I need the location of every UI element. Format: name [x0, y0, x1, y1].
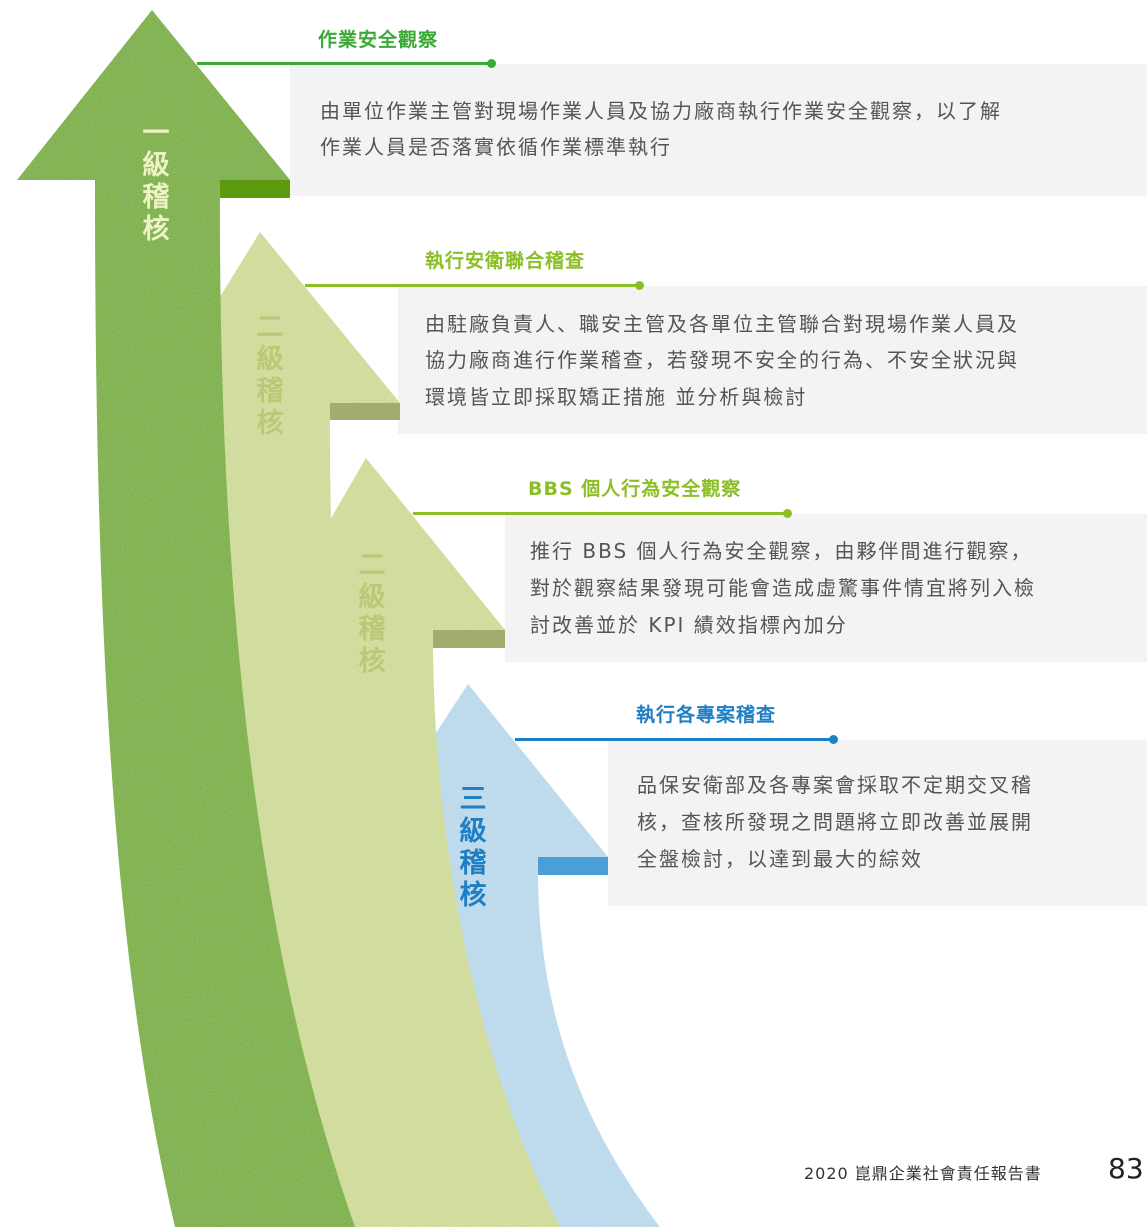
level-1-title: 作業安全觀察 — [318, 29, 439, 51]
level-3-line-1: 推行 BBS 個人行為安全觀察，由夥伴間進行觀察， — [530, 539, 1033, 563]
level-2-rule — [305, 284, 638, 287]
level-4-label: 三 級 稽 核 — [459, 784, 487, 911]
report-footer: 2020 崑鼎企業社會責任報告書 — [804, 1164, 1042, 1183]
level-2-line-2: 協力廠商進行作業稽查，若發現不安全的行為、不安全狀況與 — [425, 348, 1019, 372]
level-4-rule-dot — [829, 735, 838, 744]
level-2-title: 執行安衛聯合稽查 — [425, 250, 586, 272]
level-4-title: 執行各專案稽查 — [636, 704, 777, 726]
level-1-line-2: 作業人員是否落實依循作業標準執行 — [320, 135, 672, 159]
panel-level-1 — [290, 64, 1147, 196]
level-2-rule-dot — [635, 281, 644, 290]
level-3-line-3: 討改善並於 KPI 績效指標內加分 — [530, 613, 848, 637]
level-4-line-3: 全盤檢討，以達到最大的綜效 — [637, 847, 923, 871]
level-3-title: BBS 個人行為安全觀察 — [528, 478, 742, 500]
level-4-line-2: 核，查核所發現之問題將立即改善並展開 — [637, 810, 1033, 834]
level-1-rule-dot — [487, 59, 496, 68]
arrow-level-3 — [330, 458, 560, 1227]
level-1-label: 一 級 稽 核 — [142, 118, 170, 245]
page-number: 83 — [1108, 1152, 1144, 1185]
level-3-label: 二 級 稽 核 — [358, 550, 386, 677]
arrow-level-4 — [430, 684, 660, 1227]
panel-level-3 — [505, 514, 1147, 662]
level-4-rule — [515, 738, 832, 741]
level-3-line-2: 對於觀察結果發現可能會造成虛驚事件情宜將列入檢 — [530, 576, 1036, 600]
arrow-level-1 — [17, 10, 355, 1227]
level-3-rule-dot — [783, 509, 792, 518]
level-4-line-1: 品保安衛部及各專案會採取不定期交叉稽 — [637, 773, 1033, 797]
level-2-label: 二 級 稽 核 — [256, 312, 284, 439]
level-2-line-3: 環境皆立即採取矯正措施 並分析與檢討 — [425, 385, 808, 409]
level-3-rule — [413, 512, 786, 515]
level-2-line-1: 由駐廠負責人、職安主管及各單位主管聯合對現場作業人員及 — [425, 312, 1019, 336]
panel-level-2 — [398, 286, 1147, 434]
level-1-rule — [197, 62, 490, 65]
panel-level-4 — [608, 740, 1147, 906]
level-1-line-1: 由單位作業主管對現場作業人員及協力廠商執行作業安全觀察，以了解 — [320, 99, 1002, 123]
